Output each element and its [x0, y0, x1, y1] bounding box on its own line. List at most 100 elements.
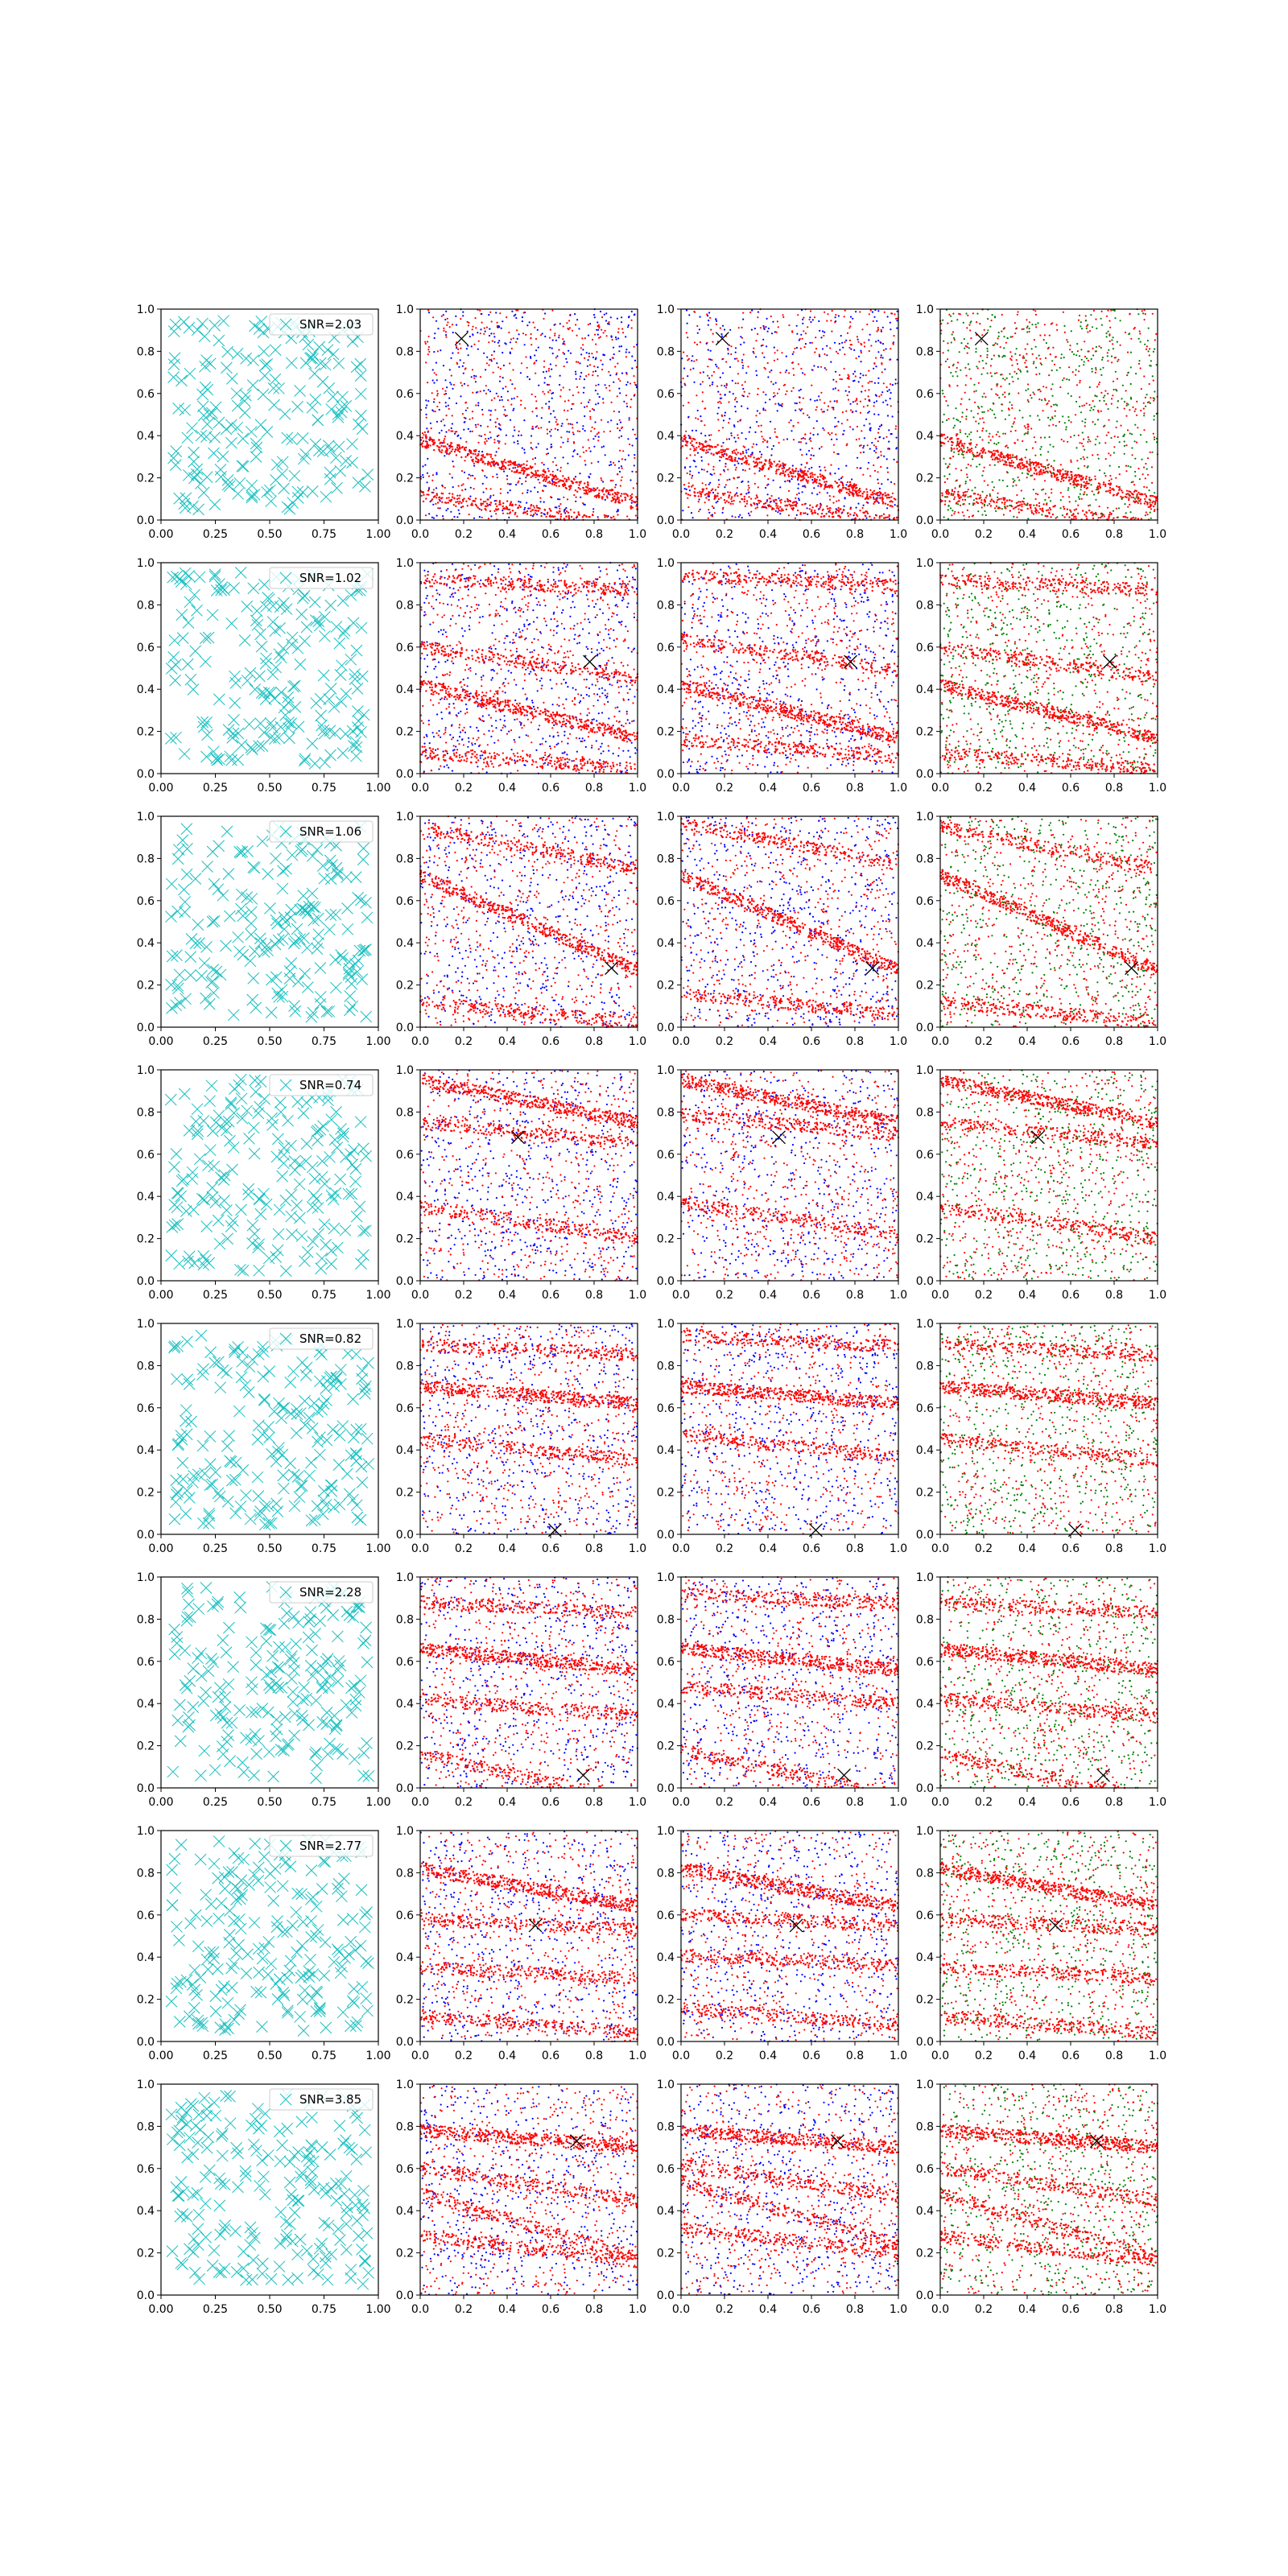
y-tick-label: 0.4: [916, 1951, 934, 1964]
y-tick-label: 0.4: [137, 937, 155, 950]
x-tick-label: 1.0: [1149, 1796, 1166, 1809]
x-tick-label: 0.50: [257, 528, 282, 541]
scatter-points: [419, 1576, 638, 1790]
y-tick-label: 0.2: [396, 1233, 414, 1246]
x-tick-label: 0.6: [1062, 1796, 1080, 1809]
y-tick-label: 0.0: [657, 1022, 675, 1034]
x-tick-label: 0.00: [148, 2303, 173, 2316]
y-tick-label: 0.6: [916, 1402, 934, 1415]
y-tick-label: 0.8: [916, 1613, 934, 1626]
x-tick-label: 0.75: [312, 2303, 336, 2316]
subplot-r5-c2-frame: [680, 1576, 899, 1789]
y-tick-label: 1.0: [396, 1064, 414, 1077]
x-tick-label: 0.0: [672, 2303, 690, 2316]
x-tick-label: 0.00: [148, 1035, 173, 1048]
subplot-r4-c0: 0.0 0.2 0.4 0.6 0.8 1.0 0.00 0.25 0.50 0.75 1.00 SN…: [137, 1318, 391, 1555]
scatter-points: [419, 1323, 639, 1535]
y-tick-label: 0.8: [916, 852, 934, 865]
x-tick-label: 0.0: [411, 2050, 429, 2062]
x-tick-label: 0.8: [1105, 2303, 1123, 2316]
x-tick-label: 0.00: [148, 1796, 173, 1809]
source-point-marker: [332, 440, 345, 453]
source-point-marker: [325, 403, 338, 415]
source-point-marker: [352, 418, 365, 431]
x-tick-label: 0.8: [585, 2303, 603, 2316]
legend-label: SNR=0.74: [299, 1078, 361, 1092]
y-tick-label: 0.4: [916, 430, 934, 443]
x-tick-label: 0.8: [585, 1035, 603, 1048]
y-tick-label: 0.4: [916, 937, 934, 950]
x-tick-label: 0.0: [672, 782, 690, 795]
y-tick-label: 0.4: [137, 430, 155, 443]
source-point-marker: [208, 498, 221, 511]
x-tick-label: 1.0: [629, 1542, 646, 1555]
y-tick-label: 0.6: [657, 1656, 675, 1669]
source-point-marker: [335, 406, 348, 419]
source-point-marker: [319, 358, 332, 371]
y-tick-label: 0.0: [137, 1022, 155, 1034]
y-tick-label: 0.0: [657, 768, 675, 781]
subplot-r3-c3: 0.0 0.2 0.4 0.6 0.8 1.0 0.0 0.2 0.4 0.6 0.8 1.0: [916, 1064, 1166, 1302]
y-tick-label: 0.0: [916, 514, 934, 527]
y-tick-label: 0.2: [396, 980, 414, 993]
y-tick-label: 0.8: [137, 599, 155, 612]
source-point-marker: [197, 409, 210, 422]
x-tick-label: 0.4: [498, 528, 516, 541]
source-point-marker: [175, 374, 188, 387]
x-tick-label: 1.0: [890, 782, 907, 795]
source-point-marker: [170, 445, 183, 458]
legend: SNR=2.77: [269, 1835, 374, 1857]
x-tick-label: 0.0: [931, 782, 949, 795]
x-tick-label: 0.6: [803, 2050, 820, 2062]
y-tick-label: 0.4: [916, 1191, 934, 1203]
x-tick-label: 0.4: [1018, 2303, 1036, 2316]
x-tick-label: 0.2: [716, 1796, 733, 1809]
scatter-points: [939, 1829, 1158, 2042]
scatter-points: [939, 815, 1159, 1029]
y-tick-label: 0.2: [396, 1740, 414, 1753]
y-tick-label: 1.0: [137, 303, 155, 316]
x-tick-label: 0.0: [672, 2050, 690, 2062]
source-point-marker: [258, 369, 271, 382]
source-point-marker: [186, 422, 198, 435]
x-tick-label: 0.0: [931, 528, 949, 541]
x-tick-label: 1.0: [890, 1796, 907, 1809]
x-tick-label: 0.6: [1062, 782, 1080, 795]
y-tick-label: 0.8: [657, 852, 675, 865]
y-tick-label: 0.4: [396, 683, 414, 696]
legend-label: SNR=1.06: [299, 824, 361, 839]
x-tick-label: 0.0: [411, 1289, 429, 1302]
y-tick-label: 0.8: [657, 2120, 675, 2133]
y-tick-label: 1.0: [657, 1825, 675, 1838]
y-tick-label: 0.4: [396, 2205, 414, 2218]
true-location-marker: [974, 332, 989, 346]
legend-label: SNR=3.85: [299, 2092, 361, 2107]
x-tick-label: 1.0: [629, 2050, 646, 2062]
source-point-marker: [327, 348, 340, 361]
x-tick-label: 0.2: [455, 2303, 473, 2316]
y-tick-label: 0.4: [137, 1698, 155, 1711]
source-point-marker: [312, 414, 324, 427]
y-tick-label: 0.8: [916, 2120, 934, 2133]
y-tick-label: 0.6: [137, 388, 155, 401]
source-point-marker: [267, 382, 280, 394]
x-tick-label: 0.00: [148, 782, 173, 795]
x-tick-label: 0.25: [203, 782, 228, 795]
y-tick-label: 0.8: [396, 1867, 414, 1880]
x-tick-label: 0.4: [759, 2050, 777, 2062]
source-point-marker: [346, 438, 358, 450]
x-tick-label: 0.4: [1018, 1035, 1036, 1048]
source-point-marker: [220, 423, 233, 436]
y-tick-label: 0.4: [657, 1444, 675, 1457]
subplot-r6-c3-frame: [939, 1830, 1158, 2042]
y-tick-label: 0.4: [657, 1191, 675, 1203]
source-point-marker: [356, 423, 369, 436]
source-point-marker: [346, 335, 359, 348]
x-tick-label: 0.8: [1105, 1035, 1123, 1048]
y-tick-label: 0.8: [137, 1106, 155, 1119]
subplot-r4-c2-frame: [680, 1323, 899, 1535]
subplot-r4-c1: 0.0 0.2 0.4 0.6 0.8 1.0 0.0 0.2 0.4 0.6 0.8 1.0: [396, 1318, 646, 1555]
x-tick-label: 0.50: [257, 1542, 282, 1555]
y-tick-label: 0.4: [396, 1191, 414, 1203]
subplot-r0-c1: 0.0 0.2 0.4 0.6 0.8 1.0 0.0 0.2 0.4 0.6 0.8 1.0: [396, 303, 646, 541]
